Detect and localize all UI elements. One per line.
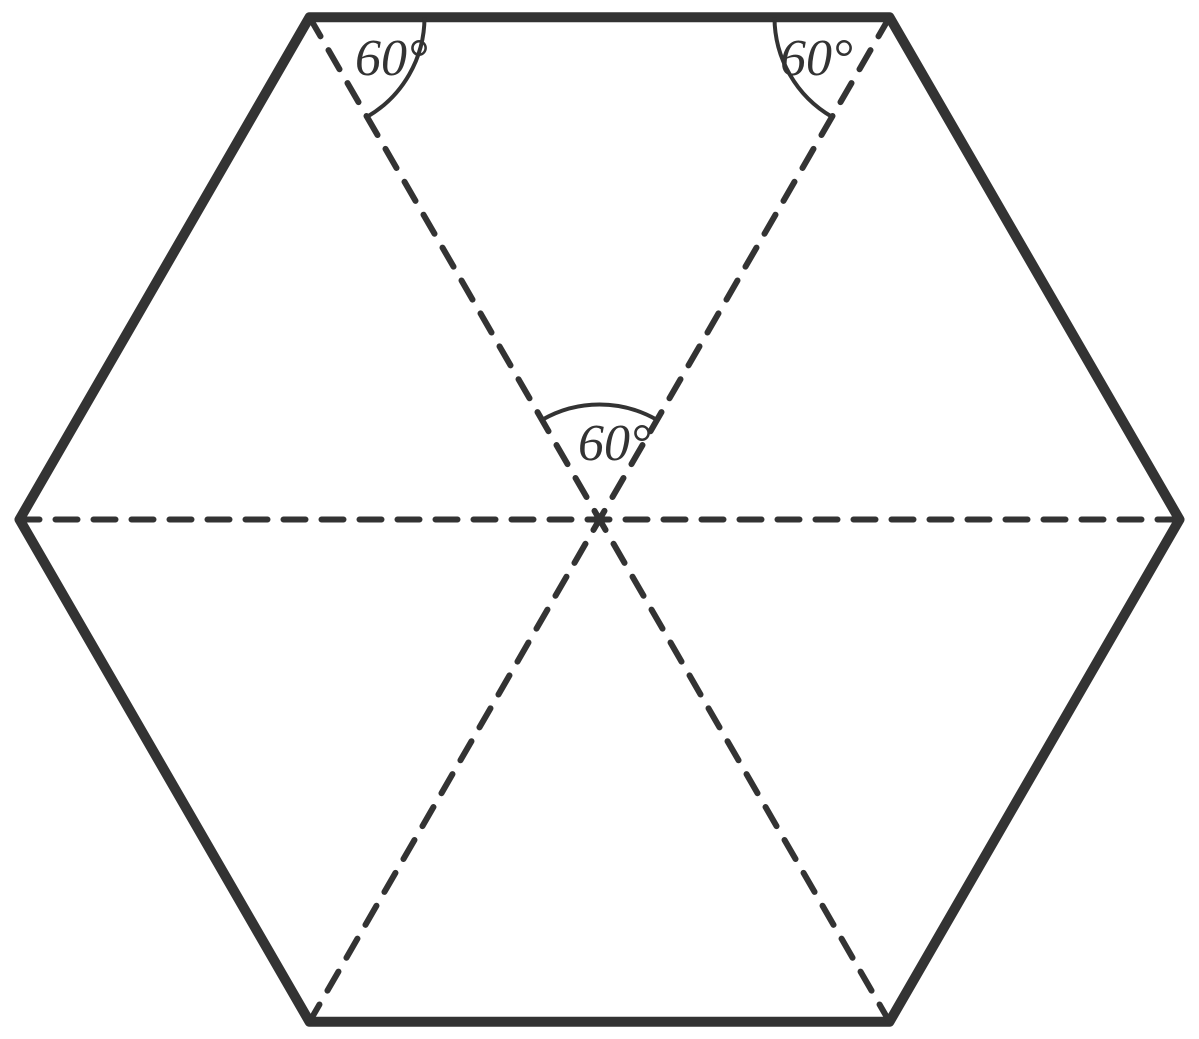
angle-label-top-right: 60° [780,30,853,87]
hexagon-diagram: 60° 60° 60° [0,0,1199,1039]
angle-label-center: 60° [578,415,651,472]
angle-label-top-left: 60° [355,30,428,87]
